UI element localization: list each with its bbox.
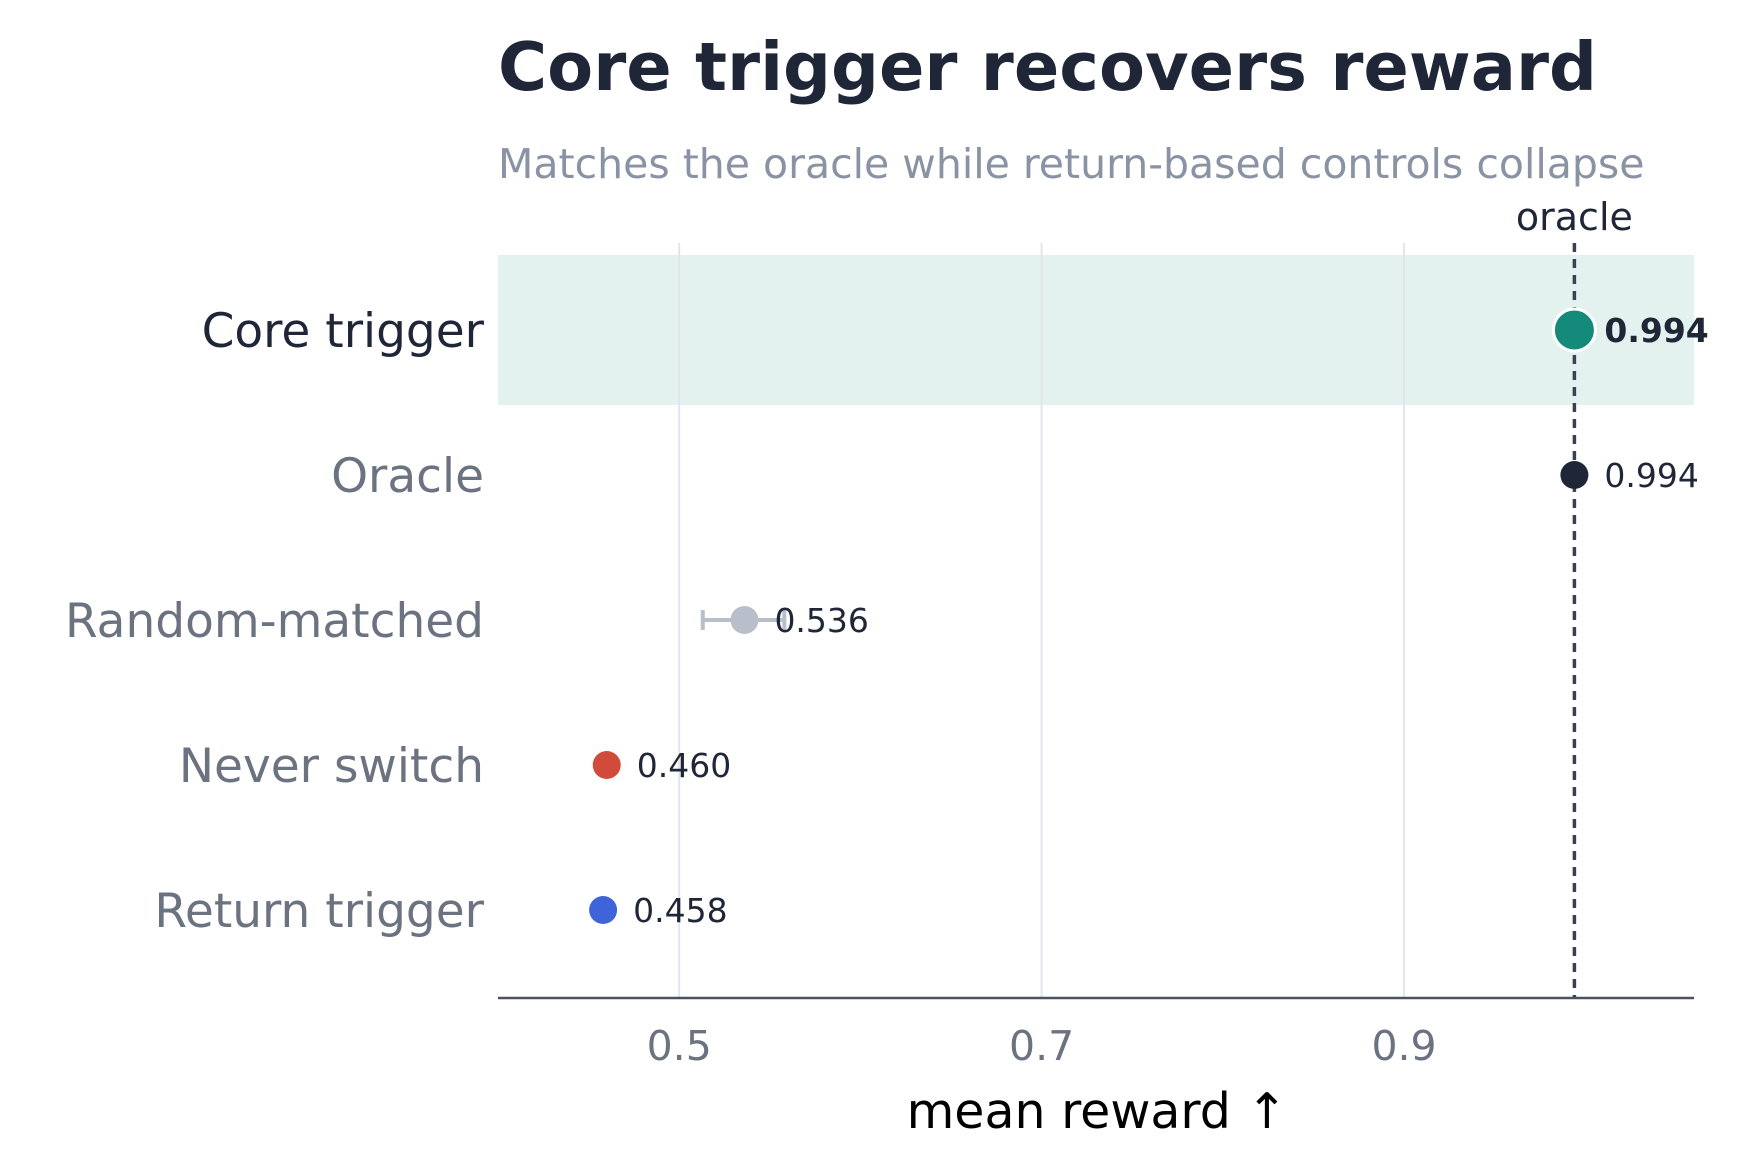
value-label: 0.458 — [633, 891, 727, 930]
value-label: 0.536 — [774, 601, 868, 640]
chart-subtitle: Matches the oracle while return-based co… — [498, 140, 1645, 188]
x-tick-label: 0.9 — [1371, 1022, 1436, 1070]
value-label: 0.460 — [637, 746, 731, 785]
chart-title: Core trigger recovers reward — [498, 28, 1597, 106]
x-tick-label: 0.7 — [1009, 1022, 1074, 1070]
value-label: 0.994 — [1604, 456, 1698, 495]
data-point — [589, 896, 618, 924]
value-label: 0.994 — [1604, 311, 1708, 350]
x-tick-label: 0.5 — [647, 1022, 712, 1070]
data-point — [730, 606, 759, 634]
y-category-label: Random-matched — [65, 594, 484, 649]
y-category-label: Core trigger — [202, 304, 485, 359]
highlight-band — [498, 255, 1694, 405]
data-point — [1551, 307, 1597, 353]
y-category-label: Oracle — [331, 449, 484, 504]
oracle-reference-label: oracle — [1516, 195, 1633, 239]
data-point — [1560, 461, 1589, 489]
y-category-label: Never switch — [179, 739, 484, 794]
y-category-label: Return trigger — [154, 884, 484, 939]
data-point — [592, 751, 621, 779]
x-axis-label: mean reward ↑ — [907, 1083, 1288, 1140]
